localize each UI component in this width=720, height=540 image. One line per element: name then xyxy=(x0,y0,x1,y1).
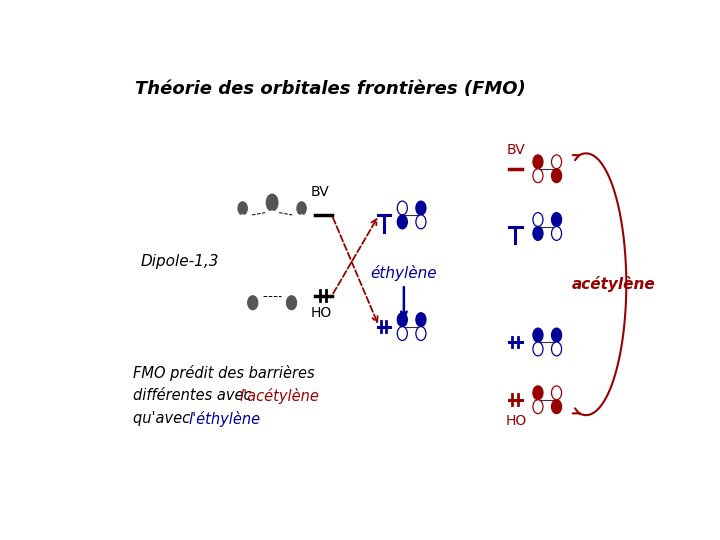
Ellipse shape xyxy=(533,400,543,414)
Ellipse shape xyxy=(297,202,306,215)
Text: acétylène: acétylène xyxy=(571,276,655,292)
Text: l'acétylène: l'acétylène xyxy=(240,388,320,404)
Text: HO: HO xyxy=(311,306,332,320)
Text: éthylène: éthylène xyxy=(371,265,437,281)
Ellipse shape xyxy=(552,213,562,226)
Ellipse shape xyxy=(533,226,543,240)
Text: qu'avec: qu'avec xyxy=(132,411,194,427)
Ellipse shape xyxy=(297,215,306,228)
Text: Dipole-1,3: Dipole-1,3 xyxy=(140,254,219,268)
Text: Théorie des orbitales frontières (FMO): Théorie des orbitales frontières (FMO) xyxy=(135,80,526,98)
Ellipse shape xyxy=(533,213,543,226)
Ellipse shape xyxy=(397,327,408,340)
Ellipse shape xyxy=(397,201,408,215)
Ellipse shape xyxy=(533,328,543,342)
Ellipse shape xyxy=(287,282,297,296)
Ellipse shape xyxy=(416,215,426,229)
Ellipse shape xyxy=(533,155,543,168)
Ellipse shape xyxy=(552,226,562,240)
Ellipse shape xyxy=(552,386,562,400)
Ellipse shape xyxy=(552,400,562,414)
Ellipse shape xyxy=(287,296,297,309)
Ellipse shape xyxy=(248,282,258,296)
Ellipse shape xyxy=(248,296,258,309)
Text: différentes avec: différentes avec xyxy=(132,388,256,403)
Ellipse shape xyxy=(533,168,543,183)
Ellipse shape xyxy=(533,386,543,400)
Ellipse shape xyxy=(238,215,248,228)
Ellipse shape xyxy=(552,328,562,342)
Text: FMO prédit des barrières: FMO prédit des barrières xyxy=(132,365,314,381)
Text: HO: HO xyxy=(505,414,527,428)
Text: l'éthylène: l'éthylène xyxy=(189,411,261,427)
Ellipse shape xyxy=(266,194,278,211)
Text: BV: BV xyxy=(311,185,330,199)
Ellipse shape xyxy=(397,313,408,327)
Ellipse shape xyxy=(552,342,562,356)
Ellipse shape xyxy=(552,155,562,168)
Ellipse shape xyxy=(416,313,426,327)
Ellipse shape xyxy=(266,211,278,228)
Ellipse shape xyxy=(238,202,248,215)
Ellipse shape xyxy=(533,342,543,356)
Ellipse shape xyxy=(552,168,562,183)
Ellipse shape xyxy=(416,327,426,340)
Ellipse shape xyxy=(397,215,408,229)
Ellipse shape xyxy=(416,201,426,215)
Text: BV: BV xyxy=(507,143,526,157)
